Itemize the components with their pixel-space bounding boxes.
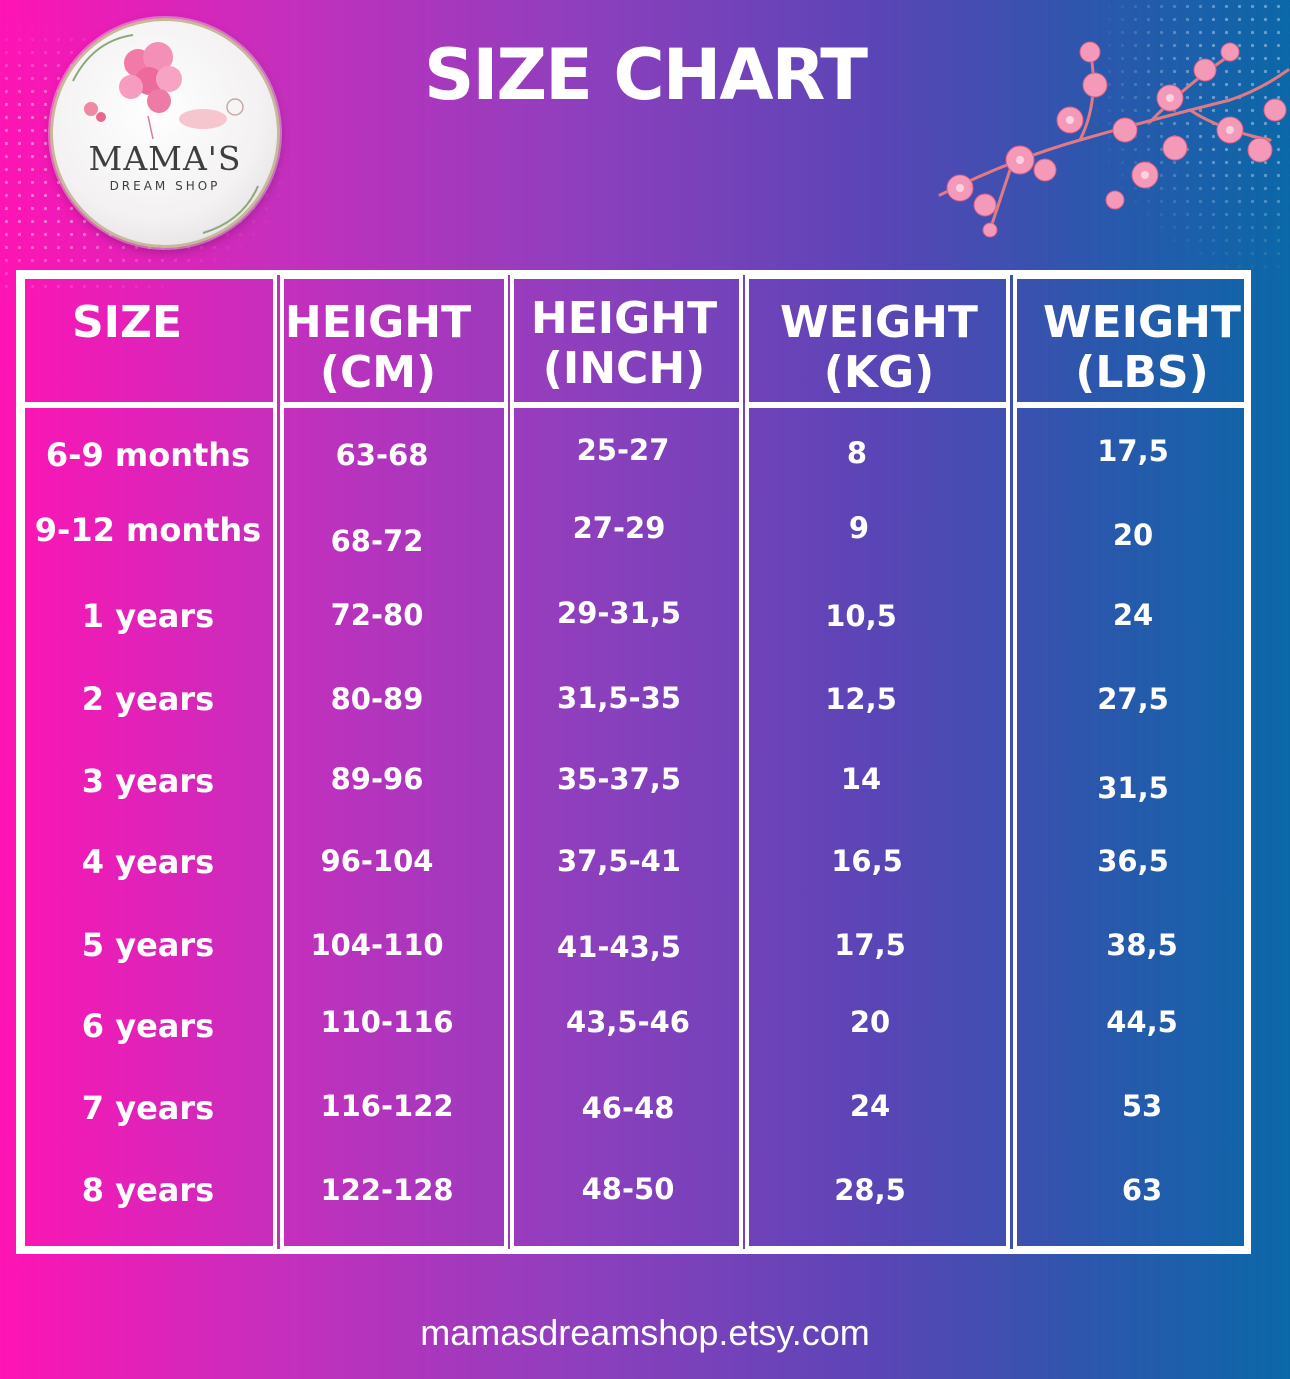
- cell-size: 8 years: [81, 1171, 215, 1209]
- shop-url[interactable]: mamasdreamshop.etsy.com: [420, 1312, 870, 1353]
- cell-weight-lbs: 17,5: [1097, 434, 1169, 468]
- cell-size: 5 years: [81, 926, 215, 964]
- size-chart-table: [16, 270, 1251, 1254]
- cell-height-inch: 48-50: [581, 1172, 675, 1206]
- cell-weight-kg: 20: [849, 1005, 891, 1039]
- cell-weight-lbs: 31,5: [1097, 771, 1169, 805]
- cell-height-cm: 110-116: [320, 1005, 454, 1039]
- header-height-inch-line2: (INCH): [542, 343, 706, 394]
- cell-weight-kg: 12,5: [825, 682, 897, 716]
- cell-weight-kg: 24: [849, 1089, 891, 1123]
- cell-weight-lbs: 20: [1112, 518, 1154, 552]
- cell-weight-kg: 17,5: [834, 928, 906, 962]
- column-height-cm: [280, 404, 508, 1250]
- cell-height-cm: 104-110: [310, 928, 444, 962]
- header-height-cm-line1: HEIGHT: [284, 297, 472, 348]
- cell-height-cm: 96-104: [320, 844, 434, 878]
- balloons-illustration: [72, 34, 259, 234]
- column-height-inch: [510, 404, 743, 1250]
- cell-weight-kg: 14: [840, 762, 882, 796]
- page-title: SIZE CHART: [423, 34, 868, 116]
- cell-size: 1 years: [81, 597, 215, 635]
- header-weight-kg: WEIGHT (KG): [745, 298, 1013, 398]
- cell-height-inch: 31,5-35: [557, 681, 681, 715]
- cell-weight-lbs: 38,5: [1106, 928, 1178, 962]
- cell-weight-lbs: 63: [1121, 1173, 1163, 1207]
- logo-subtitle: DREAM SHOP: [109, 179, 221, 193]
- cell-size: 2 years: [81, 680, 215, 718]
- cell-weight-lbs: 27,5: [1097, 682, 1169, 716]
- cell-size: 4 years: [81, 843, 215, 881]
- cell-height-cm: 72-80: [330, 598, 424, 632]
- cell-weight-lbs: 36,5: [1097, 844, 1169, 878]
- cell-weight-kg: 10,5: [825, 599, 897, 633]
- header-size: SIZE: [21, 298, 233, 348]
- header-size-label: SIZE: [71, 297, 183, 348]
- header-weight-kg-line1: WEIGHT: [780, 297, 978, 348]
- cell-height-inch: 29-31,5: [557, 596, 681, 630]
- cell-weight-lbs: 24: [1112, 598, 1154, 632]
- cell-weight-lbs: 44,5: [1106, 1005, 1178, 1039]
- header-weight-lbs: WEIGHT (LBS): [1013, 298, 1271, 398]
- cell-weight-kg: 16,5: [831, 844, 903, 878]
- cell-height-cm: 89-96: [330, 762, 424, 796]
- cell-height-cm: 80-89: [330, 682, 424, 716]
- cell-height-inch: 35-37,5: [557, 762, 681, 796]
- cell-height-cm: 122-128: [320, 1173, 454, 1207]
- cell-height-cm: 68-72: [330, 524, 424, 558]
- logo-name: MAMA'S: [88, 139, 242, 178]
- cell-height-inch: 41-43,5: [557, 930, 681, 964]
- cell-height-cm: 63-68: [335, 438, 429, 472]
- cell-size: 6-9 months: [45, 436, 251, 474]
- cell-size: 3 years: [81, 762, 215, 800]
- cell-size: 7 years: [81, 1089, 215, 1127]
- header-height-cm-line2: (CM): [319, 347, 437, 398]
- cherry-blossom-decoration: [938, 41, 1290, 238]
- cell-height-inch: 27-29: [572, 511, 666, 545]
- cell-height-inch: 25-27: [576, 433, 670, 467]
- header-height-inch: HEIGHT (INCH): [510, 294, 738, 394]
- header-weight-kg-line2: (KG): [823, 347, 935, 398]
- shop-logo: MAMA'S DREAM SHOP: [50, 18, 280, 248]
- cell-weight-lbs: 53: [1121, 1089, 1163, 1123]
- cell-size: 6 years: [81, 1007, 215, 1045]
- cell-height-inch: 46-48: [581, 1091, 675, 1125]
- column-weight-lbs: [1013, 404, 1248, 1250]
- cell-weight-kg: 28,5: [834, 1173, 906, 1207]
- cell-weight-kg: 9: [848, 511, 870, 545]
- cell-weight-kg: 8: [846, 436, 868, 470]
- cell-size: 9-12 months: [34, 511, 262, 549]
- header-weight-lbs-line1: WEIGHT: [1043, 297, 1241, 348]
- header-height-cm: HEIGHT (CM): [280, 298, 476, 398]
- column-size: [21, 404, 277, 1250]
- cell-height-inch: 43,5-46: [566, 1005, 690, 1039]
- column-weight-kg: [745, 404, 1010, 1250]
- header-height-inch-line1: HEIGHT: [530, 293, 718, 344]
- cell-height-cm: 116-122: [320, 1089, 454, 1123]
- header-weight-lbs-line2: (LBS): [1075, 347, 1209, 398]
- cell-height-inch: 37,5-41: [557, 844, 681, 878]
